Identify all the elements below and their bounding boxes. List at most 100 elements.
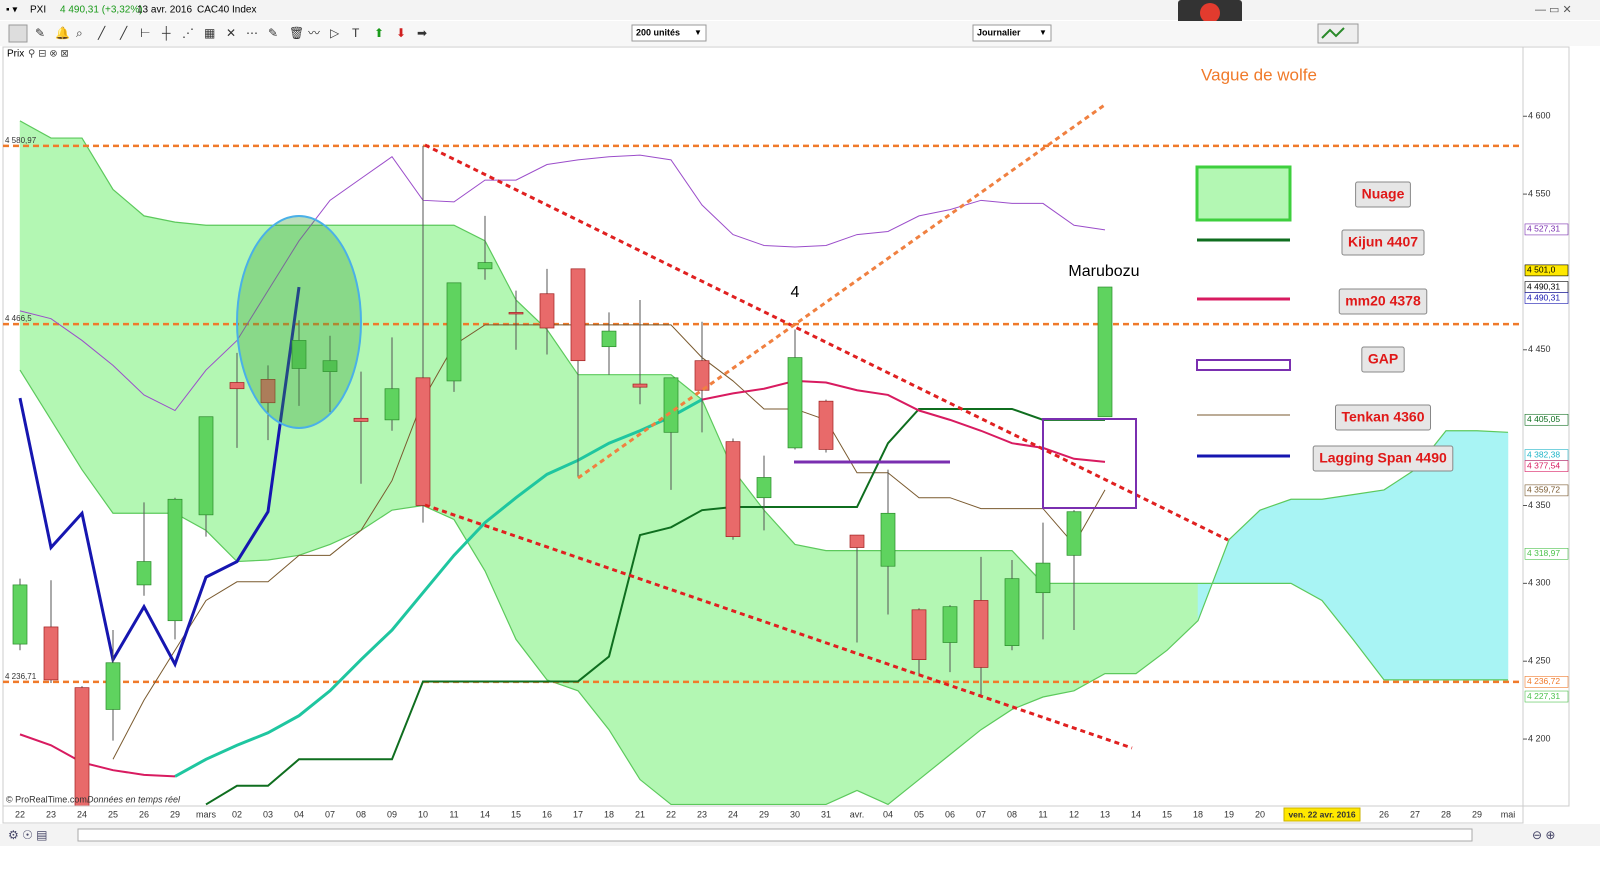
candle-body [322,360,338,372]
cloud-segment [1476,430,1509,681]
candle-body [570,268,586,362]
candle-body [12,584,28,645]
candle-body [694,360,710,391]
tool[interactable]: ⬆ [374,26,384,40]
annotation-title: Vague de wolfe [1201,65,1317,84]
price-tag-label: 4 227,31 [1527,691,1560,701]
price-tag [1524,223,1569,236]
candle-body [973,600,989,668]
legend-label: mm20 4378 [1345,293,1421,309]
x-tick-label: 24 [728,809,738,819]
tool[interactable]: ╱ [119,25,128,40]
candle-body [508,312,524,315]
tool[interactable]: ⬇ [396,26,406,40]
tool[interactable]: ➡ [417,26,427,40]
x-tick-label: 21 [635,809,645,819]
legend-box [1334,404,1432,431]
tool[interactable]: ▷ [330,26,340,40]
price-tag [1524,292,1569,304]
tool[interactable]: ╱ [97,25,106,40]
x-tick-label: 30 [790,809,800,819]
y-tick-label: 4 550 [1528,188,1551,198]
record-button[interactable] [1200,3,1220,23]
tool[interactable]: 🔔 [55,26,70,40]
candle-body [477,262,493,270]
tool[interactable]: ⋰ [182,26,194,40]
cloud-edge [19,369,1509,806]
price-tag-label: 4 318,97 [1527,548,1560,558]
tool[interactable]: ⌕ [76,26,83,40]
quote: 4 490,31 (+3,32%) [60,5,143,16]
price-tag-label: 4 501,0 [1527,265,1556,275]
tool[interactable]: ✎ [268,26,278,40]
period-value: Journalier [977,27,1021,37]
x-tick-label: 11 [449,809,458,819]
cloud-segment [50,137,83,471]
price-tag [1524,460,1569,472]
tool[interactable]: ┼ [161,26,171,41]
x-tick-label: 16 [542,809,552,819]
tool[interactable]: T [352,26,360,40]
x-axis-panel [2,805,1524,824]
dropdown-arrow: ▼ [1039,28,1047,37]
panel-label: Prix [7,49,24,60]
cloud-segment [143,215,176,514]
zoom-icons[interactable]: ⊖ ⊕ [1532,828,1555,842]
tool[interactable]: ✕ [226,26,236,40]
panel-icons[interactable]: ⚲ ⊟ ⊗ ⊠ [28,49,69,60]
trend-line [424,503,1133,750]
cloud-segment [825,550,858,805]
scrollbar[interactable] [77,828,1473,842]
tool[interactable]: 🗑 [289,26,304,40]
x-tick-label: 14 [480,809,490,819]
candle-body [756,477,772,499]
price-tag-label: 4 405,05 [1527,414,1560,424]
x-tick-label: 26 [1379,809,1389,819]
cursor-tool[interactable] [8,24,28,43]
legend-swatch [1196,359,1291,371]
units-select[interactable] [631,24,707,42]
legend-label: GAP [1368,351,1398,367]
legend-swatch [1195,165,1292,222]
candle-body [880,512,896,567]
dropdown-arrow: ▼ [694,28,702,37]
x-tick-label: 22 [15,809,25,819]
window-controls[interactable]: — ▭ ✕ [1535,4,1572,16]
candle-body [229,382,245,390]
level-label: 4 466,5 [5,314,32,323]
price-tag-label: 4 490,31 [1527,292,1560,302]
period-select[interactable] [972,24,1052,42]
annotation: Marubozu [1068,263,1139,280]
source: © ProRealTime.com [6,794,87,804]
candle-body [787,357,803,449]
x-tick-label: 25 [108,809,118,819]
x-tick-label: 27 [1410,809,1420,819]
menu-icon[interactable]: ▪ ▾ [6,5,17,16]
cloud-segment [546,328,579,692]
cloud-segment [360,224,393,531]
tool[interactable]: ⋯ [246,26,258,40]
price-tag-label: 4 377,54 [1527,460,1560,470]
y-tick-label: 4 300 [1528,578,1551,588]
price-tag [1524,690,1569,703]
y-tick-label: 4 250 [1528,656,1551,666]
tool[interactable]: ▦ [204,26,215,40]
indicator-line [19,154,1106,412]
annotation: 4 [791,284,800,301]
legend-box [1312,445,1454,472]
legend-box [1355,181,1411,208]
nav-icons[interactable]: ⚙ ☉ ▤ [8,828,48,842]
tool[interactable]: ⊢ [140,26,150,40]
x-tick-label: 04 [294,809,304,819]
axes: 4 600 4 550 4 450 4 350 4 300 4 250 4 200 4 527… [2,46,1570,824]
cloud-segment [515,299,548,681]
x-tick-label: 06 [945,809,955,819]
x-tick-label: 12 [1069,809,1079,819]
x-tick-label: 08 [356,809,366,819]
price-tag-label: 4 359,72 [1527,485,1560,495]
x-tick-label: mai [1501,809,1516,819]
candle-body [446,282,462,382]
price-tag-label: 4 382,38 [1527,449,1560,459]
tool[interactable]: 〰 [308,26,320,40]
tool[interactable]: ✎ [35,26,45,40]
